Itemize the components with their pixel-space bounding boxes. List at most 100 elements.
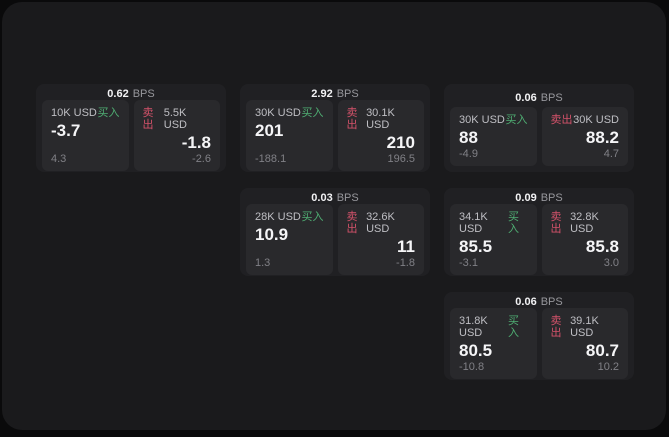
- buy-tile[interactable]: 30K USD 买入 88 -4.9: [450, 107, 537, 166]
- buy-tile-top: 34.1K USD 买入: [459, 211, 528, 235]
- buy-amount: 28K USD: [255, 211, 301, 223]
- bps-unit-label: BPS: [540, 296, 563, 308]
- buy-sub-value: -10.8: [459, 361, 485, 373]
- quote-card[interactable]: 2.92 BPS 30K USD 买入 201 -188.1 卖出 30.1K …: [240, 84, 430, 172]
- sell-side-label: 卖出: [550, 114, 573, 126]
- quote-card[interactable]: 0.06 BPS 30K USD 买入 88 -4.9 卖出 30K USD 8…: [444, 84, 634, 172]
- sell-sub-value: 196.5: [387, 153, 415, 165]
- buy-main-value: 201: [255, 121, 284, 140]
- sell-amount: 30K USD: [573, 114, 619, 126]
- sell-side-label: 卖出: [346, 211, 358, 235]
- bps-value: 0.09: [515, 192, 537, 204]
- sell-main-value: 80.7: [585, 341, 619, 360]
- sell-sub-value: -2.6: [192, 153, 211, 165]
- sell-sub-value: -1.8: [396, 257, 415, 269]
- sell-amount: 39.1K USD: [570, 315, 599, 339]
- bps-value: 0.62: [107, 88, 129, 100]
- sell-side-label: 卖出: [550, 315, 562, 339]
- buy-tile-top: 31.8K USD 买入: [459, 315, 528, 339]
- buy-tile[interactable]: 34.1K USD 买入 85.5 -3.1: [450, 204, 537, 275]
- sell-side-label: 卖出: [142, 107, 154, 131]
- tiles-row: 30K USD 买入 88 -4.9 卖出 30K USD 88.2 4.7: [450, 107, 628, 166]
- buy-tile-top: 30K USD 买入: [459, 114, 528, 126]
- tiles-row: 34.1K USD 买入 85.5 -3.1 卖出 32.8K USD 85.8…: [450, 204, 628, 275]
- sell-tile[interactable]: 卖出 39.1K USD 80.7 10.2: [541, 308, 628, 379]
- buy-main-value: 10.9: [255, 225, 289, 244]
- sell-amount: 32.6K USD: [366, 211, 395, 235]
- buy-tile[interactable]: 31.8K USD 买入 80.5 -10.8: [450, 308, 537, 379]
- quote-card[interactable]: 0.03 BPS 28K USD 买入 10.9 1.3 卖出 32.6K US…: [240, 188, 430, 276]
- quote-card[interactable]: 0.06 BPS 31.8K USD 买入 80.5 -10.8 卖出 39.1…: [444, 292, 634, 380]
- card-header: 0.06 BPS: [450, 296, 628, 308]
- bps-unit-label: BPS: [336, 192, 359, 204]
- buy-amount: 10K USD: [51, 107, 97, 119]
- sell-amount: 5.5K USD: [163, 107, 187, 131]
- card-header: 2.92 BPS: [246, 88, 424, 100]
- bps-value: 0.06: [515, 296, 537, 308]
- buy-tile[interactable]: 10K USD 买入 -3.7 4.3: [42, 100, 129, 171]
- sell-side-label: 卖出: [346, 107, 358, 131]
- buy-main-value: 88: [459, 128, 478, 147]
- bps-value: 0.03: [311, 192, 333, 204]
- bps-unit-label: BPS: [336, 88, 359, 100]
- buy-side-label: 买入: [301, 107, 324, 119]
- quote-card[interactable]: 0.62 BPS 10K USD 买入 -3.7 4.3 卖出 5.5K USD…: [36, 84, 226, 172]
- buy-tile[interactable]: 30K USD 买入 201 -188.1: [246, 100, 333, 171]
- buy-side-label: 买入: [507, 315, 519, 339]
- sell-side-label: 卖出: [550, 211, 562, 235]
- buy-tile[interactable]: 28K USD 买入 10.9 1.3: [246, 204, 333, 275]
- sell-main-value: 11: [397, 237, 415, 256]
- sell-tile[interactable]: 卖出 30K USD 88.2 4.7: [541, 107, 628, 166]
- buy-side-label: 买入: [97, 107, 120, 119]
- card-header: 0.06 BPS: [450, 88, 628, 107]
- sell-tile-top: 卖出 30.1K USD: [347, 107, 416, 131]
- quote-cards-grid: 0.62 BPS 10K USD 买入 -3.7 4.3 卖出 5.5K USD…: [36, 84, 634, 380]
- buy-tile-top: 10K USD 买入: [51, 107, 120, 119]
- buy-sub-value: -4.9: [459, 148, 478, 160]
- sell-sub-value: 10.2: [597, 361, 619, 373]
- buy-amount: 30K USD: [255, 107, 301, 119]
- tiles-row: 28K USD 买入 10.9 1.3 卖出 32.6K USD 11 -1.8: [246, 204, 424, 275]
- sell-tile-top: 卖出 5.5K USD: [143, 107, 212, 131]
- buy-amount: 30K USD: [459, 114, 505, 126]
- buy-side-label: 买入: [301, 211, 324, 223]
- sell-main-value: -1.8: [181, 133, 211, 152]
- bps-value: 0.06: [515, 91, 537, 104]
- sell-tile[interactable]: 卖出 30.1K USD 210 196.5: [337, 100, 424, 171]
- card-header: 0.03 BPS: [246, 192, 424, 204]
- tiles-row: 10K USD 买入 -3.7 4.3 卖出 5.5K USD -1.8 -2.…: [42, 100, 220, 171]
- buy-sub-value: 4.3: [51, 153, 67, 165]
- buy-main-value: 80.5: [459, 341, 493, 360]
- buy-main-value: 85.5: [459, 237, 493, 256]
- buy-amount: 31.8K USD: [459, 315, 488, 339]
- sell-tile[interactable]: 卖出 32.6K USD 11 -1.8: [337, 204, 424, 275]
- sell-tile-top: 卖出 32.8K USD: [551, 211, 620, 235]
- sell-main-value: 85.8: [585, 237, 619, 256]
- card-header: 0.62 BPS: [42, 88, 220, 100]
- bps-unit-label: BPS: [540, 192, 563, 204]
- sell-tile[interactable]: 卖出 32.8K USD 85.8 3.0: [541, 204, 628, 275]
- buy-main-value: -3.7: [51, 121, 81, 140]
- sell-amount: 32.8K USD: [570, 211, 599, 235]
- bps-unit-label: BPS: [540, 91, 563, 104]
- buy-sub-value: -188.1: [255, 153, 287, 165]
- sell-sub-value: 4.7: [603, 148, 619, 160]
- sell-tile-top: 卖出 39.1K USD: [551, 315, 620, 339]
- buy-side-label: 买入: [505, 114, 528, 126]
- sell-main-value: 88.2: [585, 128, 619, 147]
- sell-main-value: 210: [386, 133, 415, 152]
- card-header: 0.09 BPS: [450, 192, 628, 204]
- bps-unit-label: BPS: [132, 88, 155, 100]
- buy-tile-top: 30K USD 买入: [255, 107, 324, 119]
- sell-tile[interactable]: 卖出 5.5K USD -1.8 -2.6: [133, 100, 220, 171]
- sell-tile-top: 卖出 32.6K USD: [347, 211, 416, 235]
- quote-card[interactable]: 0.09 BPS 34.1K USD 买入 85.5 -3.1 卖出 32.8K…: [444, 188, 634, 276]
- sell-sub-value: 3.0: [603, 257, 619, 269]
- buy-sub-value: 1.3: [255, 257, 271, 269]
- bps-value: 2.92: [311, 88, 333, 100]
- buy-tile-top: 28K USD 买入: [255, 211, 324, 223]
- buy-amount: 34.1K USD: [459, 211, 488, 235]
- sell-amount: 30.1K USD: [366, 107, 395, 131]
- main-panel: 0.62 BPS 10K USD 买入 -3.7 4.3 卖出 5.5K USD…: [2, 2, 666, 430]
- buy-side-label: 买入: [507, 211, 519, 235]
